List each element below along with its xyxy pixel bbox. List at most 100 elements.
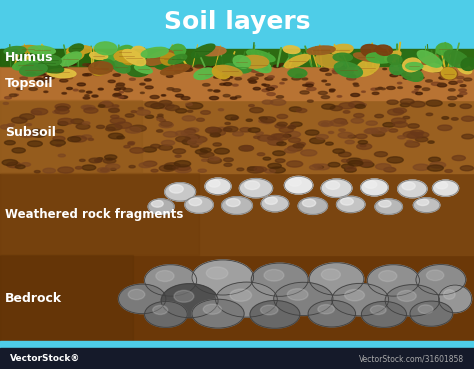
Ellipse shape (187, 110, 193, 112)
Ellipse shape (333, 71, 339, 74)
Ellipse shape (172, 89, 181, 92)
Ellipse shape (71, 119, 84, 124)
Ellipse shape (110, 118, 125, 124)
Ellipse shape (21, 163, 30, 166)
Ellipse shape (370, 71, 374, 72)
Ellipse shape (452, 73, 457, 75)
Ellipse shape (401, 103, 410, 107)
Ellipse shape (372, 128, 387, 134)
Ellipse shape (191, 136, 207, 143)
Ellipse shape (175, 94, 183, 97)
Ellipse shape (47, 64, 73, 79)
Ellipse shape (426, 80, 432, 82)
Ellipse shape (5, 97, 11, 99)
Ellipse shape (452, 155, 465, 161)
Ellipse shape (182, 116, 195, 121)
Ellipse shape (129, 165, 135, 168)
Ellipse shape (165, 183, 195, 201)
Ellipse shape (82, 165, 96, 170)
Ellipse shape (214, 158, 220, 160)
Ellipse shape (259, 117, 267, 120)
Ellipse shape (67, 46, 84, 60)
Ellipse shape (265, 197, 277, 204)
Ellipse shape (288, 69, 307, 77)
Ellipse shape (319, 92, 328, 94)
Ellipse shape (253, 87, 260, 90)
Ellipse shape (263, 157, 271, 160)
Ellipse shape (375, 199, 402, 214)
Ellipse shape (99, 102, 113, 107)
Ellipse shape (82, 122, 90, 125)
Ellipse shape (98, 105, 105, 107)
Ellipse shape (143, 161, 157, 166)
Ellipse shape (99, 60, 111, 68)
Ellipse shape (398, 87, 402, 89)
Ellipse shape (261, 119, 273, 124)
Ellipse shape (175, 155, 181, 157)
Ellipse shape (120, 96, 128, 99)
Ellipse shape (366, 121, 377, 125)
Ellipse shape (221, 197, 252, 214)
Ellipse shape (175, 165, 190, 170)
Ellipse shape (392, 118, 406, 124)
Ellipse shape (247, 167, 257, 170)
Ellipse shape (345, 140, 355, 144)
Ellipse shape (192, 299, 244, 328)
Ellipse shape (402, 182, 415, 190)
Ellipse shape (206, 75, 211, 76)
Ellipse shape (58, 167, 73, 173)
Ellipse shape (428, 165, 443, 171)
Ellipse shape (56, 106, 68, 111)
Ellipse shape (375, 114, 383, 118)
Ellipse shape (289, 138, 301, 142)
Ellipse shape (31, 129, 41, 132)
Ellipse shape (164, 163, 180, 169)
Ellipse shape (422, 88, 430, 90)
Ellipse shape (339, 129, 345, 131)
Ellipse shape (339, 103, 355, 109)
Ellipse shape (100, 169, 109, 172)
Ellipse shape (186, 134, 200, 139)
Ellipse shape (310, 165, 322, 170)
Ellipse shape (35, 55, 59, 72)
Ellipse shape (54, 74, 61, 77)
Ellipse shape (303, 84, 308, 86)
Ellipse shape (161, 53, 176, 65)
Ellipse shape (389, 129, 398, 132)
Ellipse shape (384, 168, 396, 172)
Ellipse shape (415, 86, 421, 88)
Ellipse shape (362, 91, 365, 92)
Ellipse shape (265, 77, 273, 80)
Ellipse shape (130, 148, 144, 153)
Ellipse shape (55, 130, 64, 133)
Ellipse shape (114, 50, 139, 62)
Ellipse shape (55, 108, 69, 114)
Ellipse shape (371, 88, 377, 90)
Ellipse shape (227, 76, 233, 78)
Ellipse shape (97, 168, 110, 173)
Ellipse shape (315, 54, 343, 68)
Ellipse shape (245, 181, 260, 190)
Ellipse shape (123, 89, 133, 92)
Ellipse shape (428, 157, 440, 162)
Ellipse shape (175, 71, 181, 73)
Ellipse shape (168, 54, 187, 64)
Ellipse shape (414, 132, 429, 138)
Ellipse shape (107, 55, 128, 68)
Text: Weathered rock fragments: Weathered rock fragments (5, 208, 183, 221)
Ellipse shape (200, 148, 211, 152)
Ellipse shape (174, 161, 191, 167)
Ellipse shape (427, 270, 444, 280)
Ellipse shape (249, 104, 255, 107)
Ellipse shape (288, 126, 296, 129)
Ellipse shape (447, 96, 457, 100)
Ellipse shape (330, 120, 346, 126)
Ellipse shape (431, 82, 441, 86)
Ellipse shape (333, 53, 352, 62)
Ellipse shape (326, 84, 330, 85)
Ellipse shape (79, 90, 85, 92)
Ellipse shape (448, 89, 455, 91)
Ellipse shape (232, 117, 239, 119)
Ellipse shape (239, 145, 254, 151)
Ellipse shape (158, 114, 163, 116)
